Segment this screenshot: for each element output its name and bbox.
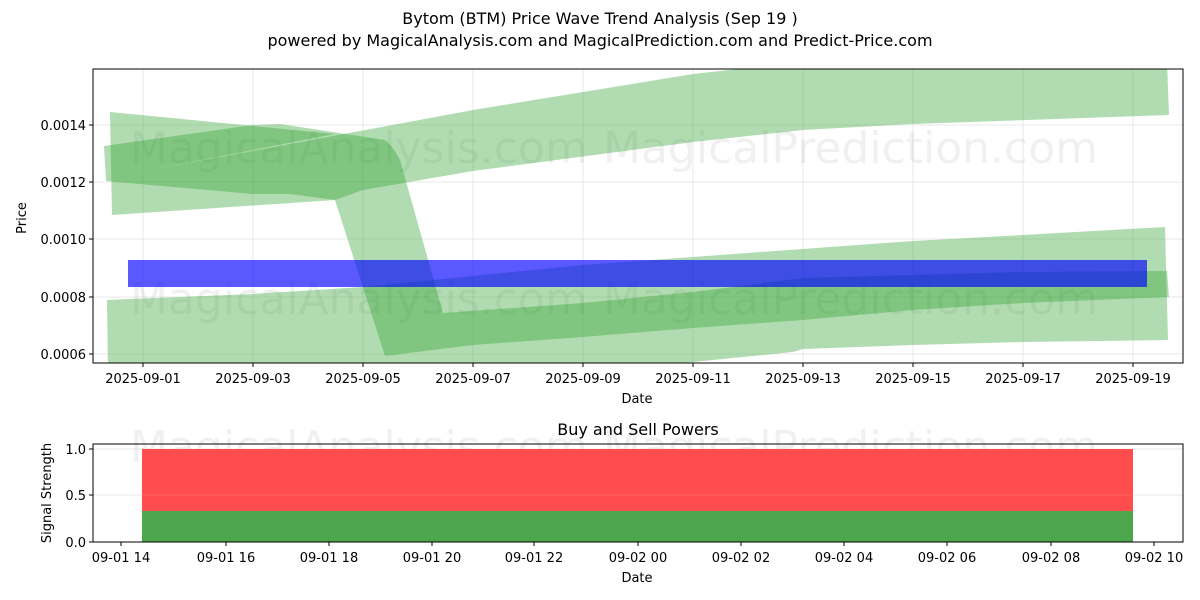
x-tick-label: 2025-09-05 [325, 372, 401, 387]
main-grid [93, 69, 1183, 363]
sub-chart-title: Buy and Sell Powers [557, 420, 719, 439]
x-tick-label: 09-02 00 [609, 551, 667, 566]
y-tick-label: 0.0006 [41, 348, 87, 363]
sub-x-axis [120, 542, 1155, 546]
x-tick-label: 2025-09-11 [655, 372, 731, 387]
x-tick-label: 2025-09-17 [985, 372, 1061, 387]
x-tick-label: 09-01 14 [92, 551, 150, 566]
lower-wave-band [107, 227, 1168, 363]
trend-band [104, 124, 1169, 356]
sell-power-bar [142, 449, 1133, 511]
x-tick-label: 09-01 22 [505, 551, 563, 566]
sub-y-axis [89, 448, 93, 543]
x-tick-label: 09-02 08 [1022, 551, 1080, 566]
x-tick-label: 2025-09-07 [435, 372, 511, 387]
x-tick-label: 09-02 10 [1125, 551, 1183, 566]
y-tick-label: 1.0 [65, 443, 86, 458]
y-axis-label: Price [15, 202, 30, 234]
x-tick-label: 2025-09-03 [215, 372, 291, 387]
y-axis-label: Signal Strength [40, 443, 55, 543]
watermark-magicalprediction: MagicalPrediction.com [603, 123, 1098, 174]
y-tick-label: 0.0008 [41, 291, 87, 306]
y-tick-label: 0.0 [65, 536, 86, 551]
x-tick-label: 2025-09-13 [765, 372, 841, 387]
buy-power-bar [142, 511, 1133, 542]
y-tick-label: 0.0010 [41, 233, 87, 248]
chart-title: Bytom (BTM) Price Wave Trend Analysis (S… [402, 9, 798, 28]
x-tick-label: 09-01 16 [197, 551, 255, 566]
current-price-bar [128, 260, 1147, 287]
watermark-magicalanalysis: MagicalAnalysis.com [130, 123, 588, 174]
x-tick-label: 2025-09-19 [1095, 372, 1171, 387]
x-tick-label: 2025-09-15 [875, 372, 951, 387]
x-tick-label: 09-02 06 [918, 551, 976, 566]
x-tick-label: 09-01 18 [300, 551, 358, 566]
x-axis-label: Date [621, 571, 652, 586]
y-tick-label: 0.5 [65, 489, 86, 504]
buy-sell-powers-chart: Buy and Sell Powers MagicalAnalysis.com … [40, 420, 1184, 586]
x-axis-label: Date [621, 392, 652, 407]
chart-subtitle: powered by MagicalAnalysis.com and Magic… [267, 31, 933, 50]
x-tick-label: 2025-09-01 [105, 372, 181, 387]
upper-wave-band [110, 69, 1169, 215]
main-x-axis [142, 363, 1134, 367]
x-tick-label: 09-02 02 [712, 551, 770, 566]
y-tick-label: 0.0012 [41, 176, 87, 191]
main-axes-frame [92, 68, 1184, 364]
main-y-axis [89, 124, 93, 355]
x-tick-label: 2025-09-09 [545, 372, 621, 387]
main-price-chart: MagicalAnalysis.com MagicalPrediction.co… [15, 68, 1184, 407]
y-tick-label: 0.0014 [41, 119, 87, 134]
x-tick-label: 09-01 20 [403, 551, 461, 566]
x-tick-label: 09-02 04 [815, 551, 873, 566]
